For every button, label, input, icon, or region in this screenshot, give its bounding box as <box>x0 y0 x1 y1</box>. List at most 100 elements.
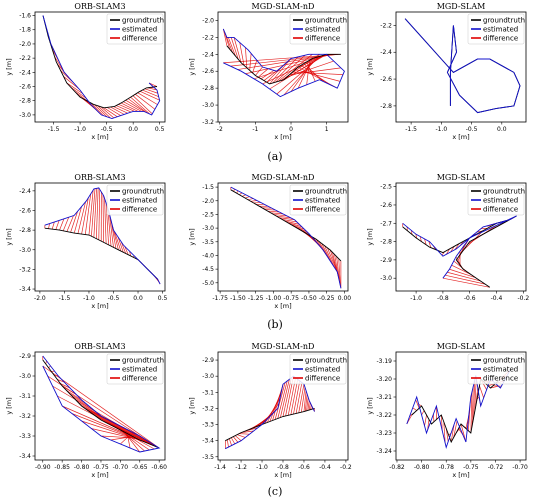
x-tick-label: -0.5 <box>108 295 120 302</box>
difference-line <box>454 243 460 250</box>
x-tick-label: -0.4 <box>319 464 331 471</box>
x-tick-label: -1.0 <box>74 126 86 133</box>
y-tick-label: -2.0 <box>202 17 214 24</box>
y-tick-label: -3.0 <box>19 247 31 254</box>
x-tick-label: 0.5 <box>155 126 165 133</box>
difference-line <box>242 194 246 197</box>
x-tick-label: -0.82 <box>389 464 405 471</box>
legend-label-difference: difference <box>122 374 157 382</box>
difference-line <box>428 241 432 248</box>
difference-line <box>303 390 307 412</box>
chart-4: ORB-SLAM3 -2.0 -1.5 -1.0 -0.5 0.0 0.5 -3.4 -3.2 -… <box>5 173 167 310</box>
x-tick-label: -0.72 <box>488 464 504 471</box>
plot-area <box>404 18 521 114</box>
difference-line <box>233 37 242 63</box>
difference-line <box>255 66 263 76</box>
difference-line <box>132 95 153 115</box>
legend-box <box>106 184 164 216</box>
y-tick-label: -2.4 <box>19 69 31 76</box>
difference-line <box>301 387 306 413</box>
y-axis-label: y [m] <box>188 58 196 75</box>
difference-line <box>241 430 254 433</box>
difference-line <box>100 106 115 119</box>
difference-line <box>449 268 476 279</box>
difference-line <box>462 232 482 251</box>
x-tick-label: -0.80 <box>414 464 430 471</box>
legend-label-groundtruth: groundtruth <box>483 187 525 195</box>
difference-line <box>144 88 158 94</box>
legend-label-groundtruth: groundtruth <box>122 16 164 24</box>
x-axis-label: x [m] <box>91 133 108 141</box>
y-tick-label: -3.23 <box>376 430 392 437</box>
difference-line <box>124 246 129 255</box>
difference-line <box>324 245 335 268</box>
difference-line <box>230 37 239 60</box>
chart-title: MGD-SLAM <box>437 173 486 182</box>
x-tick-label: -0.75 <box>283 295 299 302</box>
y-tick-label: -3.2 <box>202 405 214 412</box>
difference-line <box>225 35 233 53</box>
difference-line <box>228 438 232 446</box>
difference-line <box>66 215 74 232</box>
difference-line <box>490 385 499 389</box>
difference-line <box>282 377 292 417</box>
plot-area <box>402 215 517 288</box>
difference-line <box>73 206 82 234</box>
difference-line <box>98 189 101 240</box>
y-tick-label: -2.4 <box>19 188 31 195</box>
y-tick-label: -2.7 <box>380 220 392 227</box>
difference-line <box>284 220 300 225</box>
x-tick-label: 0 <box>289 126 293 133</box>
x-tick-label: -0.5 <box>101 126 113 133</box>
x-tick-label: 1 <box>325 126 329 133</box>
plot-frame <box>34 351 166 461</box>
difference-line <box>71 413 145 443</box>
x-axis-label: x [m] <box>274 471 291 479</box>
difference-line <box>276 55 322 95</box>
difference-line <box>281 219 297 223</box>
difference-line <box>450 424 455 443</box>
y-tick-label: -2.2 <box>380 22 392 29</box>
legend-label-estimated: estimated <box>483 25 518 33</box>
legend-label-difference: difference <box>305 34 340 42</box>
difference-line <box>66 82 83 94</box>
difference-line <box>262 53 327 85</box>
x-tick-label: -1.25 <box>248 295 264 302</box>
y-axis-label: y [m] <box>366 397 374 414</box>
y-tick-label: -3.5 <box>202 454 214 461</box>
y-tick-label: -2.4 <box>380 49 392 56</box>
x-tick-label: -1.2 <box>235 464 247 471</box>
difference-line <box>125 99 145 113</box>
x-tick-label: -0.70 <box>512 464 528 471</box>
difference-line <box>142 89 159 98</box>
y-axis-label: y [m] <box>5 58 13 75</box>
y-tick-label: -3.5 <box>202 239 214 246</box>
y-tick-label: -3.0 <box>202 225 214 232</box>
chart-title: ORB-SLAM3 <box>74 2 125 11</box>
plot-area <box>222 28 345 98</box>
chart-title: ORB-SLAM3 <box>74 342 125 351</box>
difference-line <box>93 188 97 238</box>
difference-line <box>226 439 229 448</box>
difference-line <box>60 383 71 389</box>
estimated-line <box>42 15 161 119</box>
difference-line <box>55 220 60 230</box>
difference-line <box>59 218 65 231</box>
difference-line <box>237 53 336 70</box>
y-tick-label: -3.0 <box>202 102 214 109</box>
difference-line <box>470 392 473 434</box>
legend-label-groundtruth: groundtruth <box>483 16 525 24</box>
x-tick-label: 0.5 <box>158 295 168 302</box>
x-axis-label: x [m] <box>274 133 291 141</box>
legend-label-estimated: estimated <box>305 25 340 33</box>
difference-line <box>222 28 228 46</box>
y-tick-label: -2.9 <box>202 357 214 364</box>
legend-label-groundtruth: groundtruth <box>483 356 525 364</box>
groundtruth-line <box>225 407 315 442</box>
y-axis-label: y [m] <box>366 58 374 75</box>
y-tick-label: -2.5 <box>202 211 214 218</box>
